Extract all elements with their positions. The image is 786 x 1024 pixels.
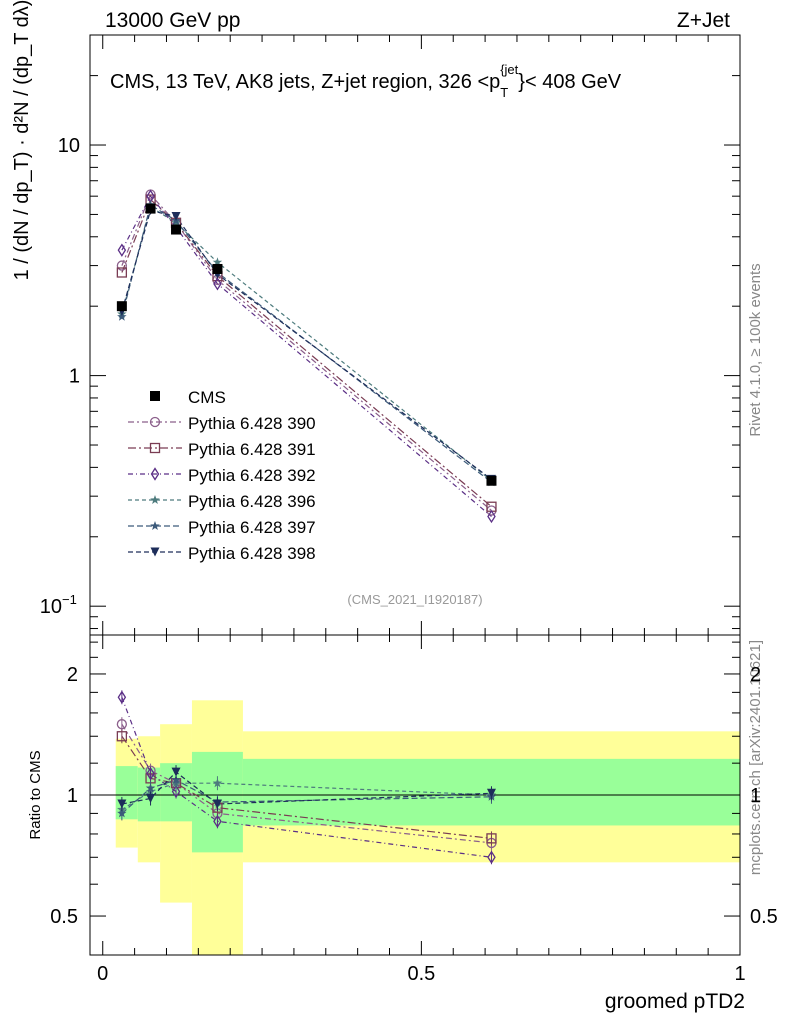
y-axis-title: 1 / (dN / dp_T) · d²N / (dp_T dλ) xyxy=(11,0,33,280)
data-point-2 xyxy=(171,224,182,235)
chart-title-sup: {jet xyxy=(500,62,518,77)
ratio-point-s5-1 xyxy=(146,794,156,804)
chart-title: CMS, 13 TeV, AK8 jets, Z+jet region, 326… xyxy=(110,62,622,100)
ratio-point-s4-0 xyxy=(117,808,127,818)
legend-marker-2 xyxy=(150,467,160,481)
legend-entry-0: Pythia 6.428 390 xyxy=(128,414,316,433)
ratio-point-s2-4 xyxy=(487,850,496,864)
ratio-point-s1-0 xyxy=(116,731,128,742)
ratio-point-s5-0 xyxy=(117,799,127,809)
ratio-tick-label-right-1: 1 xyxy=(750,785,761,807)
ratio-bands xyxy=(90,700,741,955)
legend-entry-4: Pythia 6.428 397 xyxy=(128,518,316,537)
chart-title-tail: }< 408 GeV xyxy=(518,71,622,93)
legend-marker-4 xyxy=(150,521,160,530)
legend-marker-1 xyxy=(149,442,161,454)
data-point-1 xyxy=(145,203,156,214)
ratio-point-s4-1 xyxy=(145,783,156,793)
band-inner-0 xyxy=(115,766,138,820)
point-s0-0 xyxy=(116,260,128,271)
data-marks xyxy=(116,189,497,865)
legend-marker-3 xyxy=(150,495,160,504)
header-left: 13000 GeV pp xyxy=(105,9,240,32)
y-tick-label-2: 10 xyxy=(58,135,80,157)
legend-label-3: Pythia 6.428 396 xyxy=(188,492,316,511)
ratio-point-s2-3 xyxy=(213,814,222,829)
ratio-line-0 xyxy=(121,723,492,844)
ratio-point-s2-0 xyxy=(117,690,127,704)
ratio-axis-title: Ratio to CMS xyxy=(27,750,44,839)
point-s3-3 xyxy=(212,257,223,267)
chart-title-sub: T xyxy=(500,85,508,100)
y-tick-exp-0: −1 xyxy=(62,592,77,607)
legend-label-1: Pythia 6.428 391 xyxy=(188,440,316,459)
series-line-5 xyxy=(121,209,492,480)
legend-label-4: Pythia 6.428 397 xyxy=(188,518,316,537)
ratio-point-s5-4 xyxy=(486,788,496,798)
ratio-line-3 xyxy=(121,782,492,811)
point-s2-3 xyxy=(213,277,222,291)
ratio-point-s1-4 xyxy=(486,833,497,844)
ratio-tick-label-0: 0.5 xyxy=(50,906,78,928)
side-label-rivet: Rivet 4.1.0, ≥ 100k events xyxy=(747,263,764,436)
x-tick-label-0: 0 xyxy=(97,963,108,985)
y-tick-label-1: 1 xyxy=(69,366,80,388)
ratio-point-s3-3 xyxy=(212,778,223,788)
y-tick-label-0: 10 xyxy=(40,596,62,618)
legend-entry-3: Pythia 6.428 396 xyxy=(128,492,316,511)
header-right: Z+Jet xyxy=(677,9,730,32)
ratio-point-s2-1 xyxy=(146,766,155,781)
data-point-0 xyxy=(116,301,127,312)
ratio-point-s5-2 xyxy=(171,767,181,777)
legend-marker-5 xyxy=(150,547,160,557)
legend-entry-5: Pythia 6.428 398 xyxy=(128,544,316,563)
legend-label-5: Pythia 6.428 398 xyxy=(188,544,316,563)
ratio-tick-label-1: 1 xyxy=(67,785,78,807)
x-tick-label-2: 1 xyxy=(734,963,745,985)
ratio-tick-label-2: 2 xyxy=(67,664,78,686)
legend-marker-0 xyxy=(149,416,161,428)
ratio-point-s0-0 xyxy=(116,719,128,730)
legend: CMS Pythia 6.428 390 Pythia 6.428 391 Pythi… xyxy=(128,388,316,563)
legend-label-2: Pythia 6.428 392 xyxy=(188,466,316,485)
y-axis-title-text: 1 / (dN / dp_T) · d²N / (dp_T dλ) xyxy=(11,0,33,280)
legend-entry-data: CMS xyxy=(150,388,226,407)
data-point-4 xyxy=(486,475,497,486)
analysis-id: (CMS_2021_I1920187) xyxy=(347,592,482,607)
point-s1-0 xyxy=(116,267,128,278)
ratio-point-s4-2 xyxy=(171,775,181,784)
legend-label-0: Pythia 6.428 390 xyxy=(188,414,316,433)
legend-entry-2: Pythia 6.428 392 xyxy=(128,466,316,485)
x-axis-title: groomed pTD2 xyxy=(605,990,745,1013)
side-label-mcplots: mcplots.cern.ch [arXiv:2401.10621] xyxy=(747,640,764,875)
legend-marker-data xyxy=(150,391,160,401)
series-line-1 xyxy=(121,198,492,508)
point-s5-2 xyxy=(171,211,181,221)
x-tick-label-1: 0.5 xyxy=(407,963,435,985)
point-s4-0 xyxy=(117,311,127,321)
series-line-0 xyxy=(121,193,492,511)
data-point-3 xyxy=(212,263,223,274)
ratio-point-s5-3 xyxy=(212,799,222,809)
ratio-tick-label-right-0: 0.5 xyxy=(750,906,778,928)
series-line-2 xyxy=(121,195,492,517)
point-s2-4 xyxy=(487,509,496,524)
ratio-point-s2-2 xyxy=(171,784,181,799)
legend-label-data: CMS xyxy=(188,388,226,407)
chart-title-main: CMS, 13 TeV, AK8 jets, Z+jet region, 326… xyxy=(110,71,500,93)
legend-entry-1: Pythia 6.428 391 xyxy=(128,440,316,459)
point-s2-0 xyxy=(117,243,127,257)
ratio-tick-label-right-2: 2 xyxy=(750,664,761,686)
